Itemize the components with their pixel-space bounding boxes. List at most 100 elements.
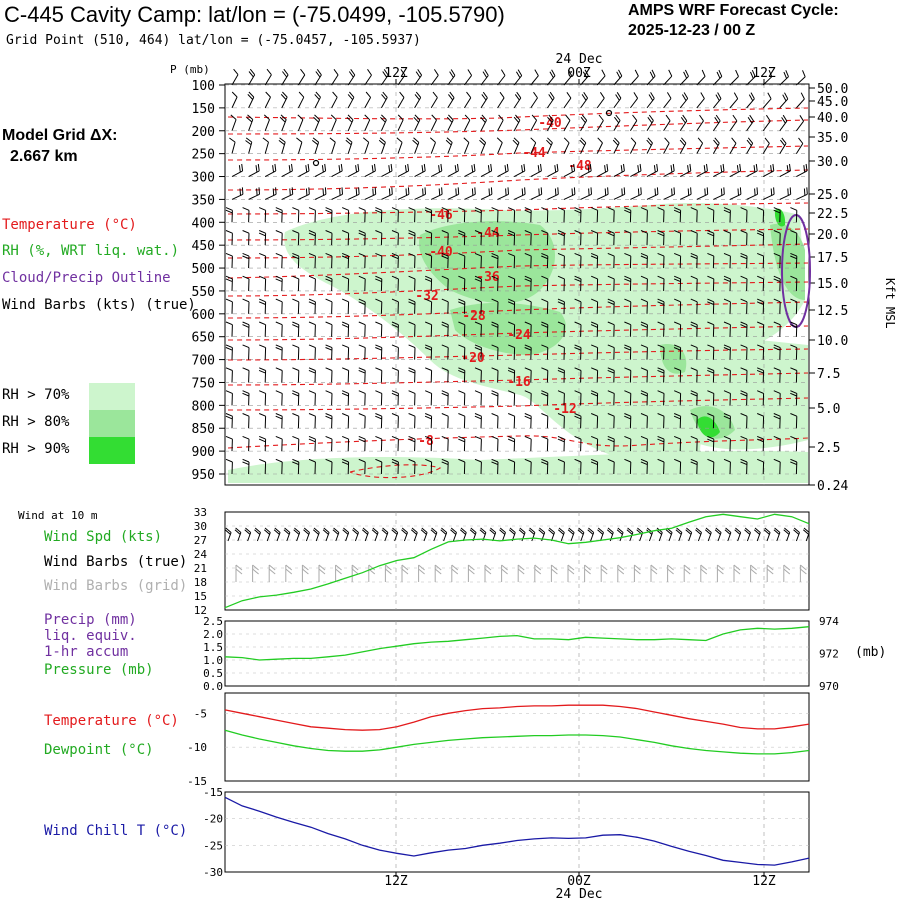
wind-barb: [342, 435, 350, 452]
wind-barb: [225, 458, 233, 475]
wind-barb: [577, 527, 585, 542]
wind-barb: [574, 252, 582, 269]
wind-barb: [259, 413, 267, 429]
wind-barb: [524, 275, 532, 291]
wind-barb: [248, 68, 256, 86]
wind-barb: [474, 298, 482, 314]
wind-barb: [325, 344, 333, 360]
wind-barb: [630, 163, 642, 177]
wind-barb: [308, 252, 316, 269]
wind-barb: [242, 252, 250, 269]
height-tick-label: 35.0: [817, 131, 848, 146]
wind-barb: [524, 458, 532, 475]
wind-barb: [259, 344, 267, 360]
wind-barb: [391, 298, 399, 314]
wind-barb: [753, 527, 761, 542]
wind-barb: [707, 413, 715, 429]
wind-barb: [375, 230, 383, 246]
cloud-point-marker: [312, 159, 320, 167]
wind-barb: [259, 275, 267, 291]
wind-barb: [530, 187, 543, 200]
temperature-contour-label: -8: [418, 434, 434, 449]
rh90-region: [697, 416, 720, 438]
wind-barb: [779, 114, 788, 132]
wind-barb: [242, 298, 250, 314]
wind-barb: [707, 207, 715, 223]
wind-barb: [458, 367, 466, 383]
wind-barb: [297, 68, 306, 86]
wind-barb: [425, 230, 433, 246]
wind-barb: [352, 527, 359, 542]
wind-barb: [574, 344, 582, 360]
wind-barb: [665, 527, 673, 542]
wind-barb: [530, 69, 539, 86]
wind-barb: [541, 367, 549, 383]
temperature-tick-label: -5: [194, 707, 207, 720]
height-tick-label: 45.0: [817, 95, 848, 110]
wind-barb: [332, 527, 340, 542]
wind-barb: [508, 344, 516, 360]
height-tick-label: 12.5: [817, 304, 848, 319]
temperature-contour: [227, 301, 809, 319]
wind-barb: [646, 187, 659, 200]
height-tick-label: 40.0: [817, 111, 848, 126]
wind-barb: [663, 163, 675, 177]
wind-barb: [275, 458, 283, 475]
wind-barb: [391, 275, 399, 291]
wind-barb: [441, 230, 449, 246]
wind-barb: [630, 187, 642, 200]
wind-barb: [242, 413, 250, 429]
wind-barb: [458, 413, 466, 429]
time-label-bottom: 12Z: [384, 874, 408, 889]
wind-barb: [279, 114, 287, 131]
wind-barb: [474, 207, 482, 223]
legend-rh: RH (%, WRT liq. wat.): [2, 243, 180, 259]
wind-barb: [580, 163, 592, 177]
wind-barb: [704, 527, 712, 542]
grid-barb: [600, 564, 608, 582]
wind-barb: [580, 69, 589, 86]
wind-barb: [640, 207, 648, 223]
wind-barb: [507, 298, 516, 314]
wind-barb: [740, 390, 748, 406]
wind-barb: [458, 207, 466, 223]
grid-barb: [683, 564, 691, 582]
precip-tick-label: 1.5: [203, 641, 223, 654]
precip-tick-label: 2.0: [203, 628, 223, 641]
wind-barb: [420, 527, 428, 542]
pressure-tick-label: 850: [192, 422, 215, 437]
wind-barb: [707, 252, 715, 269]
wind-barb: [325, 390, 333, 406]
wind-barb: [245, 137, 253, 154]
wind-barb: [591, 207, 599, 223]
wind-barb: [773, 230, 781, 246]
wind-barb: [541, 390, 549, 406]
temperature-contour-label: -16: [507, 375, 531, 390]
wind-barb: [597, 527, 604, 542]
wind-barb: [557, 458, 565, 475]
wind-barb: [248, 163, 260, 177]
wind-barb: [802, 527, 810, 542]
wind-barbs-grid-label: Wind Barbs (grid): [44, 578, 188, 594]
wind-barb: [474, 413, 482, 429]
height-tick-label: 22.5: [817, 207, 848, 222]
wind-barb: [425, 321, 433, 337]
wind-barb: [563, 187, 576, 200]
pressure-label: Pressure (mb): [44, 662, 154, 678]
wind-barb: [740, 435, 748, 452]
pressure-tick-label: 800: [192, 399, 215, 414]
wind-barb: [508, 413, 516, 429]
pressure-tick-label: 750: [192, 376, 215, 391]
wind-barb: [247, 91, 255, 109]
wind-barb: [424, 207, 433, 223]
wind-barb: [790, 230, 798, 246]
wind-barb: [756, 367, 765, 383]
wind-barb: [773, 252, 781, 269]
wind-barb: [624, 344, 632, 360]
grid-barb: [467, 564, 475, 582]
wind-barb: [278, 137, 286, 154]
wind-barb: [358, 207, 366, 223]
wind-barb: [657, 275, 665, 291]
rh80-region: [450, 302, 566, 355]
temperature-contour: [227, 228, 809, 241]
